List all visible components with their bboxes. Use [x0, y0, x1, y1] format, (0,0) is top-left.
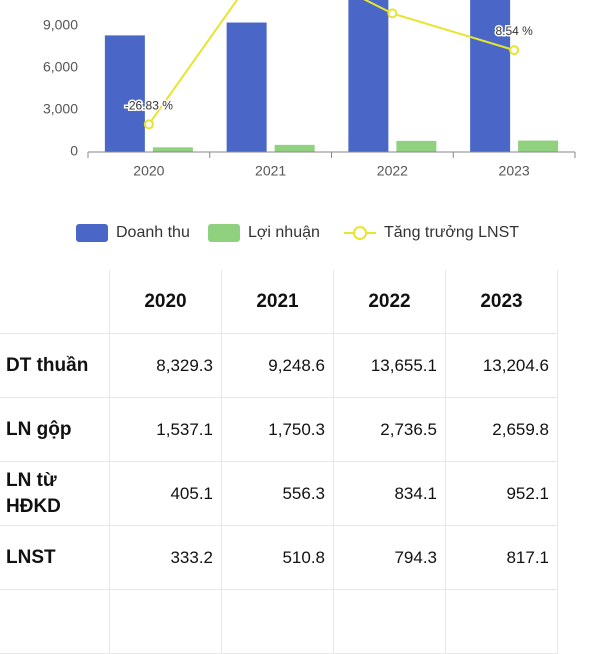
point	[509, 45, 520, 56]
x-tick-label: 2022	[377, 163, 408, 179]
chart: 0 3,000 6,000 9,000 2020 2021 2022 2023 -26.83 %…	[43, 0, 576, 242]
table-cell: 794.3	[334, 526, 446, 590]
y-tick-label: 6,000	[43, 59, 78, 75]
table-cell: 510.8	[222, 526, 334, 590]
data-label: -26.83 %	[125, 99, 173, 113]
row-label: LN từ HĐKD	[0, 462, 110, 526]
table-cell: 405.1	[110, 462, 222, 526]
legend-label: Doanh thu	[116, 224, 190, 241]
column-header: 2022	[334, 270, 446, 334]
legend-swatch	[208, 224, 240, 242]
point	[143, 119, 154, 130]
row-label: LNST	[0, 526, 110, 590]
bar	[104, 35, 145, 152]
table-cell: 817.1	[446, 526, 558, 590]
column-header: 2020	[110, 270, 222, 334]
y-tick-label: 9,000	[43, 17, 78, 33]
header-cell	[0, 270, 110, 334]
table-cell: 2,659.8	[446, 398, 558, 462]
table-cell: 1,537.1	[110, 398, 222, 462]
bar	[274, 144, 315, 152]
table-cell: 952.1	[446, 462, 558, 526]
row-label: LN gộp	[0, 398, 110, 462]
bar	[348, 0, 389, 153]
table-cell: 834.1	[334, 462, 446, 526]
legend-swatch	[76, 224, 108, 242]
column-header: 2021	[222, 270, 334, 334]
bar	[518, 140, 559, 152]
data-label: 8.54 %	[495, 24, 533, 38]
x-tick-label: 2020	[133, 163, 164, 179]
table-cell: 13,204.6	[446, 334, 558, 398]
table-cell: 333.2	[110, 526, 222, 590]
table-cell: 556.3	[222, 462, 334, 526]
legend-label: Lợi nhuận	[248, 224, 320, 241]
x-tick-label: 2021	[255, 163, 286, 179]
line	[148, 0, 515, 125]
point	[387, 8, 398, 19]
legend-label: Tăng trưởng LNST	[384, 224, 519, 241]
bar	[470, 0, 511, 152]
bar	[152, 147, 193, 152]
table-cell: 9,248.6	[222, 334, 334, 398]
table-cell: 8,329.3	[110, 334, 222, 398]
row-label: DT thuần	[0, 334, 110, 398]
table-cell: 13,655.1	[334, 334, 446, 398]
table: 2020 2021 2022 2023 DT thuần 8,329.3 9,248.6 13…	[0, 270, 600, 654]
table-cell: 1,750.3	[222, 398, 334, 462]
bar	[396, 140, 437, 152]
table-cell: 2,736.5	[334, 398, 446, 462]
y-tick-label: 0	[70, 143, 78, 159]
y-tick-label: 3,000	[43, 101, 78, 117]
bar	[226, 22, 267, 153]
legend-swatch	[353, 226, 367, 240]
column-header: 2023	[446, 270, 558, 334]
x-tick-label: 2023	[499, 163, 530, 179]
